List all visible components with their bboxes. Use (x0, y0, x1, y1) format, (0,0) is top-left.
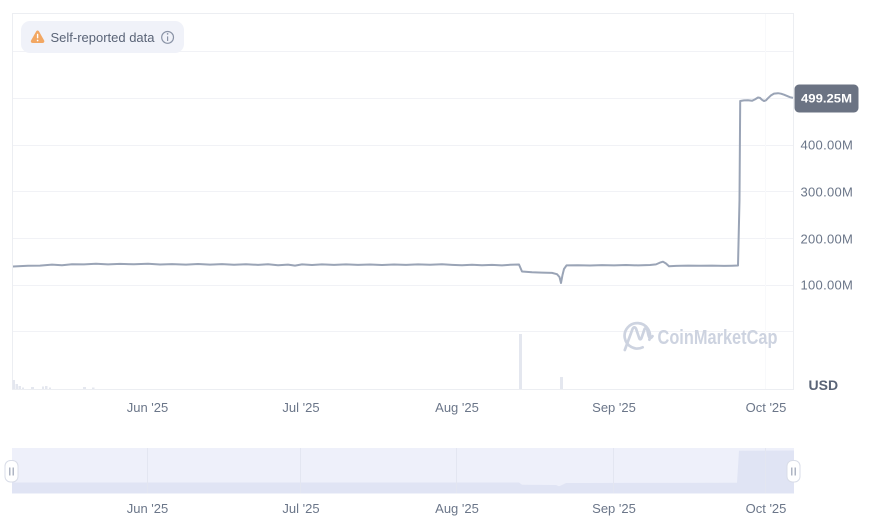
svg-text:100.00M: 100.00M (801, 278, 854, 293)
svg-text:Sep '25: Sep '25 (592, 400, 636, 415)
svg-text:499.25M: 499.25M (801, 91, 852, 105)
svg-text:200.00M: 200.00M (801, 232, 854, 247)
svg-text:USD: USD (809, 377, 839, 393)
svg-text:Jun '25: Jun '25 (127, 400, 169, 415)
svg-text:Jul '25: Jul '25 (282, 400, 319, 415)
svg-text:Aug '25: Aug '25 (435, 501, 479, 516)
svg-text:Jul '25: Jul '25 (282, 501, 319, 516)
svg-text:Jun '25: Jun '25 (127, 501, 169, 516)
svg-text:Self-reported data: Self-reported data (51, 30, 156, 45)
svg-text:Aug '25: Aug '25 (435, 400, 479, 415)
svg-text:Oct '25: Oct '25 (746, 400, 787, 415)
svg-text:300.00M: 300.00M (801, 185, 854, 200)
svg-text:Oct '25: Oct '25 (746, 501, 787, 516)
svg-text:CoinMarketCap: CoinMarketCap (658, 326, 778, 349)
svg-text:Sep '25: Sep '25 (592, 501, 636, 516)
svg-text:400.00M: 400.00M (801, 138, 854, 153)
